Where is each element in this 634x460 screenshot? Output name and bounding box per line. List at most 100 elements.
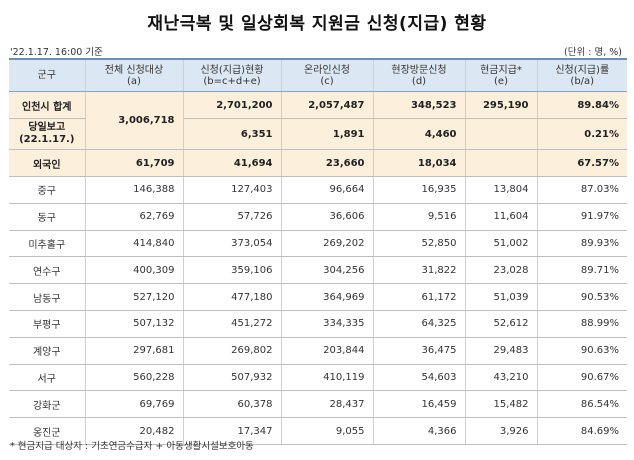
cell: 414,840: [85, 230, 184, 258]
header-onsite: 현장방문신청 (d): [373, 58, 466, 92]
cell: 269,202: [281, 230, 374, 258]
cell: 52,612: [465, 310, 538, 338]
header-label: 신청(지급)률: [555, 64, 610, 76]
cell: 6,351: [183, 118, 282, 150]
cell: 0.21%: [537, 118, 627, 150]
cell: 52,850: [373, 230, 466, 258]
cell: 90.63%: [537, 337, 627, 365]
cell: 29,483: [465, 337, 538, 365]
total-target-cell: 3,006,718: [85, 91, 184, 150]
cell: 297,681: [85, 337, 184, 365]
row-label: 외국인: [9, 149, 86, 177]
district-name: 계양구: [9, 337, 86, 365]
cell: 146,388: [85, 176, 184, 204]
header-label: 군구: [37, 70, 56, 81]
cell: 2,701,200: [183, 91, 282, 119]
cell: 61,709: [85, 149, 184, 177]
cell: 507,932: [183, 364, 282, 392]
daily-report-row: 당일보고 (22.1.17.) 6,351 1,891 4,460 0.21%: [9, 118, 627, 150]
header-code: (b/a): [570, 75, 595, 87]
cell: 36,475: [373, 337, 466, 365]
district-name: 부평구: [9, 310, 86, 338]
total-row: 인천시 합계 3,006,718 2,701,200 2,057,487 348…: [9, 91, 627, 150]
cell: 410,119: [281, 364, 374, 392]
cell: 11,604: [465, 203, 538, 231]
cell: 4,366: [373, 417, 466, 445]
district-name: 서구: [9, 364, 86, 392]
cell: 13,804: [465, 176, 538, 204]
header-row: 군구 전체 신청대상 (a) 신청(지급)현황 (b=c+d+e) 온라인신청 (c)…: [9, 58, 627, 92]
cell: 28,437: [281, 390, 374, 419]
table-row: 서구 560,228 507,932 410,119 54,603 43,210 90.67…: [9, 364, 627, 392]
header-rate: 신청(지급)률 (b/a): [537, 58, 627, 92]
cell: 364,969: [281, 283, 374, 311]
cell: 89.71%: [537, 256, 627, 285]
daily-label: 당일보고: [28, 122, 66, 133]
table-row: 중구 146,388 127,403 96,664 16,935 13,804 87.03%: [9, 176, 627, 204]
table-row: 남동구 527,120 477,180 364,969 61,172 51,039 90.5…: [9, 283, 627, 311]
district-name: 남동구: [9, 283, 86, 311]
header-label: 현장방문신청: [391, 64, 447, 76]
cell: 88.99%: [537, 310, 627, 338]
table-row: 강화군 69,769 60,378 28,437 16,459 15,482 86.54%: [9, 390, 627, 419]
cell: 20,482: [85, 417, 184, 445]
cell: 60,378: [183, 390, 282, 419]
cell: 96,664: [281, 176, 374, 204]
cell: 203,844: [281, 337, 374, 365]
foreigner-row: 외국인 61,709 41,694 23,660 18,034 67.57%: [9, 149, 627, 177]
cell: 507,132: [85, 310, 184, 338]
cell: 90.53%: [537, 283, 627, 311]
row-label: 당일보고 (22.1.17.): [9, 118, 86, 150]
cell: 23,660: [281, 149, 374, 177]
header-label: 신청(지급)현황: [200, 64, 264, 76]
cell: 477,180: [183, 283, 282, 311]
empty-cell: [465, 118, 538, 150]
cell: 61,172: [373, 283, 466, 311]
cell: 91.97%: [537, 203, 627, 231]
cell: 348,523: [373, 91, 466, 119]
district-name: 중구: [9, 176, 86, 204]
cell: 23,028: [465, 256, 538, 285]
cell: 67.57%: [537, 149, 627, 177]
header-total-target: 전체 신청대상 (a): [85, 58, 184, 92]
cell: 54,603: [373, 364, 466, 392]
header-code: (e): [494, 75, 508, 87]
cell: 62,769: [85, 203, 184, 231]
cell: 15,482: [465, 390, 538, 419]
cell: 51,039: [465, 283, 538, 311]
cell: 4,460: [373, 118, 466, 150]
cell: 334,335: [281, 310, 374, 338]
cell: 57,726: [183, 203, 282, 231]
cell: 9,516: [373, 203, 466, 231]
header-label: 현금지급*: [480, 64, 522, 76]
cell: 304,256: [281, 256, 374, 285]
header-code: (c): [320, 75, 334, 87]
cell: 17,347: [183, 417, 282, 445]
page-title: 재난극복 및 일상회복 지원금 신청(지급) 현황: [147, 14, 487, 34]
cell: 89.93%: [537, 230, 627, 258]
cell: 18,034: [373, 149, 466, 177]
cell: 560,228: [85, 364, 184, 392]
cell: 89.84%: [537, 91, 627, 119]
district-name: 연수구: [9, 256, 86, 285]
cell: 1,891: [281, 118, 374, 150]
cell: 31,822: [373, 256, 466, 285]
cell: 86.54%: [537, 390, 627, 419]
cell: 295,190: [465, 91, 538, 119]
header-applications: 신청(지급)현황 (b=c+d+e): [183, 58, 282, 92]
header-label: 온라인신청: [304, 64, 350, 76]
header-code: (d): [411, 75, 427, 87]
cell: 36,606: [281, 203, 374, 231]
header-code: (a): [127, 75, 141, 87]
cell: 451,272: [183, 310, 282, 338]
cell: 269,802: [183, 337, 282, 365]
district-name: 옹진군: [9, 417, 86, 445]
cell: 84.69%: [537, 417, 627, 445]
table-row: 동구 62,769 57,726 36,606 9,516 11,604 91.97%: [9, 203, 627, 231]
district-name: 미추홀구: [9, 230, 86, 258]
cell: 43,210: [465, 364, 538, 392]
empty-cell: [465, 149, 538, 177]
header-online: 온라인신청 (c): [281, 58, 374, 92]
daily-date: (22.1.17.): [19, 134, 75, 145]
unit-note: (단위 : 명, %): [564, 47, 622, 58]
